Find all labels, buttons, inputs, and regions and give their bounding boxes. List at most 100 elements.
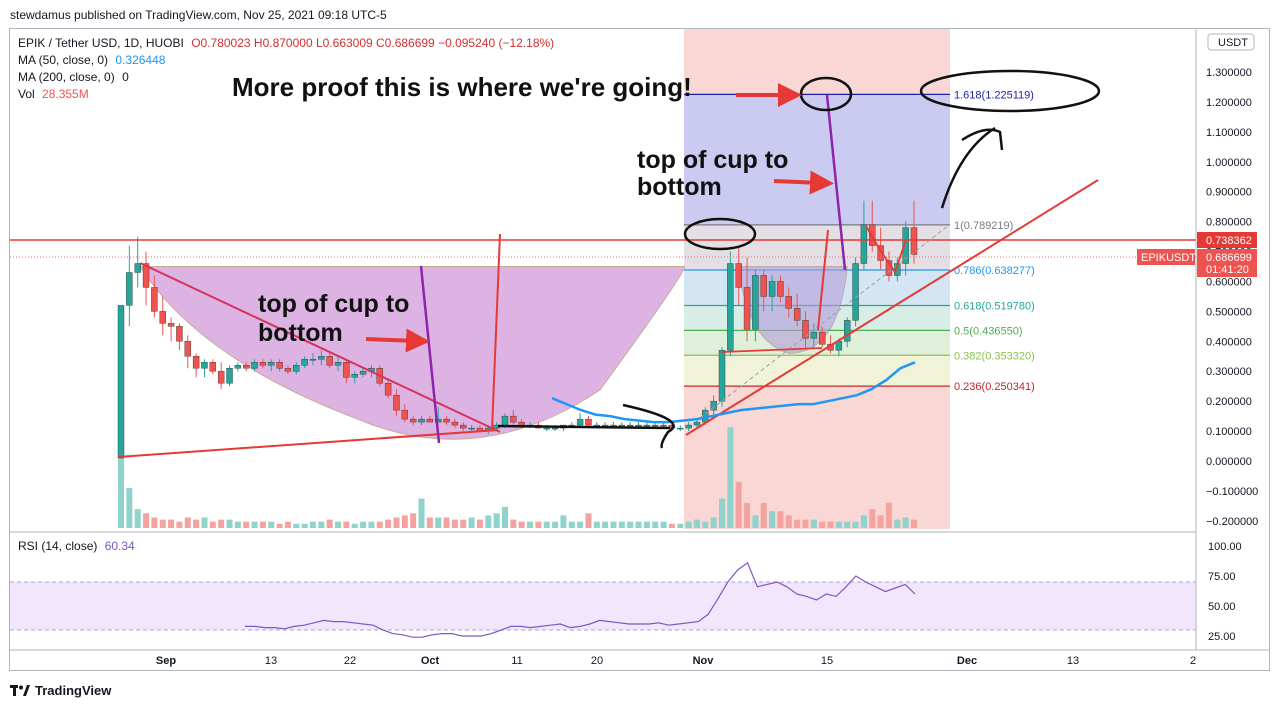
axes: 1.3000001.2000001.1000001.0000000.900000… <box>10 29 1270 667</box>
volume-bar <box>527 522 533 528</box>
ma200-label: MA (200, close, 0) <box>18 70 115 84</box>
volume-bar <box>385 520 391 528</box>
candle-body <box>819 332 825 344</box>
rsi-value: 60.34 <box>105 539 135 553</box>
candle-body <box>318 356 324 359</box>
volume-bar <box>844 522 850 528</box>
cup-annotation-left-1: top of cup to <box>258 290 409 318</box>
volume-bar <box>861 515 867 528</box>
candle-body <box>335 362 341 365</box>
candle-body <box>402 410 408 419</box>
volume-bar <box>227 520 233 528</box>
volume-bar <box>669 524 675 528</box>
support-line-left <box>118 430 498 457</box>
price-tick-label: 0.600000 <box>1206 276 1252 288</box>
candle-body <box>210 362 216 371</box>
volume-bar <box>460 520 466 528</box>
time-tick-label: Sep <box>156 655 176 667</box>
volume-bar <box>510 520 516 528</box>
volume-bar <box>777 511 783 528</box>
volume-bar <box>727 427 733 528</box>
candle-body <box>811 332 817 338</box>
volume-bar <box>435 518 441 529</box>
volume-bar <box>469 518 475 529</box>
volume-bar <box>343 522 349 528</box>
volume-bar <box>360 522 366 528</box>
volume-bar <box>535 522 541 528</box>
price-tick-label: 1.300000 <box>1206 67 1252 79</box>
rsi-pane <box>10 532 1196 637</box>
candle-body <box>469 428 475 429</box>
volume-bar <box>644 522 650 528</box>
volume-bar <box>477 520 483 528</box>
volume-bar <box>594 522 600 528</box>
volume-bar <box>201 518 207 529</box>
candle-body <box>410 419 416 422</box>
tradingview-logo[interactable]: TradingView <box>10 683 111 698</box>
price-tick-label: 1.100000 <box>1206 127 1252 139</box>
volume-bar <box>702 522 708 528</box>
candle-body <box>185 341 191 356</box>
rsi-band <box>10 582 1196 630</box>
candle-body <box>268 362 274 365</box>
candle-body <box>252 362 258 368</box>
candle-body <box>393 395 399 410</box>
time-tick-label: 20 <box>591 655 603 667</box>
price-tick-label: 0.400000 <box>1206 336 1252 348</box>
countdown-text: 01:41:20 <box>1206 264 1249 276</box>
price-tick-label: 0.800000 <box>1206 217 1252 229</box>
legend-rsi: RSI (14, close) 60.34 <box>18 539 135 553</box>
candle-body <box>786 296 792 308</box>
volume-bar <box>519 522 525 528</box>
volume-bar <box>393 518 399 529</box>
price-tick-label: 0.200000 <box>1206 396 1252 408</box>
volume-bar <box>878 515 884 528</box>
volume-bar <box>260 522 266 528</box>
volume-bar <box>752 515 758 528</box>
price-tag-red-text: 0.738362 <box>1206 235 1252 247</box>
volume-bar <box>577 522 583 528</box>
candle-body <box>777 281 783 296</box>
volume-bar <box>585 513 591 528</box>
ma200-value: 0 <box>122 70 129 84</box>
volume-bar <box>185 518 191 529</box>
candle-body <box>627 425 633 426</box>
volume-bar <box>485 515 491 528</box>
time-tick-label: 13 <box>1067 655 1079 667</box>
volume-bar <box>126 488 132 528</box>
candle-body <box>460 425 466 428</box>
candle-body <box>243 365 249 368</box>
volume-bar <box>377 522 383 528</box>
price-tick-label: 0.000000 <box>1206 456 1252 468</box>
volume-bar <box>494 513 500 528</box>
volume-bar <box>619 522 625 528</box>
rsi-tick-label: 25.00 <box>1208 631 1236 643</box>
candle-body <box>677 428 683 429</box>
candle-body <box>861 225 867 264</box>
candle-body <box>235 365 241 368</box>
red-arrow-right <box>774 181 822 183</box>
volume-bar <box>552 522 558 528</box>
candle-body <box>343 362 349 377</box>
cup-annotation-right-2: bottom <box>637 173 722 201</box>
volume-bar <box>427 518 433 529</box>
candle-body <box>168 323 174 326</box>
volume-bar <box>636 522 642 528</box>
volume-bar <box>828 522 834 528</box>
candle-body <box>260 362 266 365</box>
rsi-tick-label: 100.00 <box>1208 541 1242 553</box>
vol-value: 28.355M <box>42 87 89 101</box>
price-tick-label: −0.100000 <box>1206 486 1258 498</box>
candle-body <box>510 416 516 422</box>
volume-bar <box>811 520 817 528</box>
ma50-label: MA (50, close, 0) <box>18 53 108 67</box>
candle-body <box>227 368 233 383</box>
volume-bar <box>677 524 683 528</box>
vol-label: Vol <box>18 87 35 101</box>
candle-body <box>352 374 358 377</box>
volume-bar <box>736 482 742 528</box>
candle-body <box>794 308 800 320</box>
volume-bar <box>786 515 792 528</box>
volume-bar <box>285 522 291 528</box>
